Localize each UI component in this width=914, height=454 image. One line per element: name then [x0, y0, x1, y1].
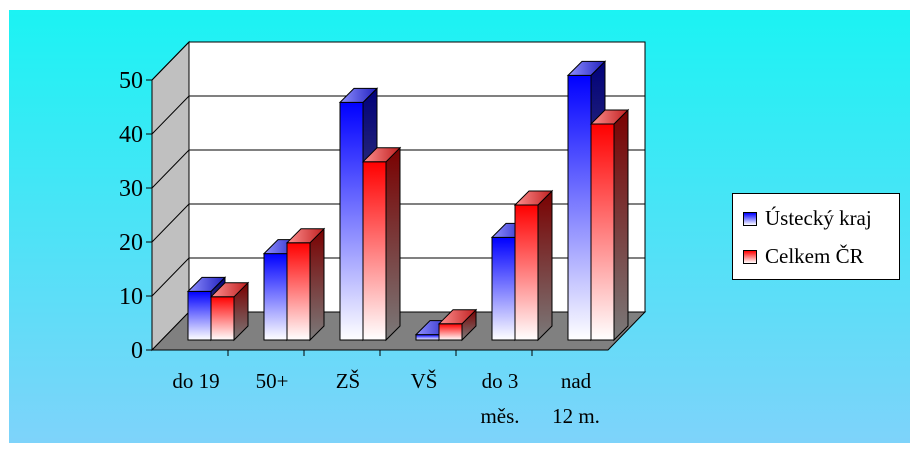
bar-top — [513, 190, 554, 206]
bar-front — [339, 101, 364, 341]
bars — [186, 60, 630, 342]
bar-front — [415, 334, 440, 341]
gridline — [151, 149, 645, 189]
legend-label-series-1: Ústecký kraj — [765, 206, 872, 230]
bar — [589, 108, 630, 342]
x-tick-label: do 19 — [172, 369, 219, 393]
y-tick-label: 20 — [119, 230, 143, 256]
y-tick-label: 10 — [119, 284, 143, 310]
bar-side — [613, 108, 629, 342]
x-tick-label: měs. — [480, 404, 519, 428]
bar-front — [491, 236, 516, 341]
y-tick-label: 40 — [119, 122, 143, 148]
gridline — [151, 95, 645, 135]
bar — [361, 146, 402, 342]
bar-front — [210, 296, 235, 341]
legend: Ústecký kraj Celkem ČR — [732, 193, 900, 280]
bar-side — [309, 227, 325, 342]
side-wall — [151, 40, 190, 352]
legend-item-series-2: Celkem ČR — [743, 244, 864, 269]
x-tick-label: 12 m. — [552, 404, 600, 428]
x-tick-label: VŠ — [411, 369, 438, 393]
bar-front — [263, 253, 288, 341]
bar-top — [285, 228, 326, 244]
bar-top — [186, 276, 227, 292]
x-tick-label: 50+ — [256, 369, 289, 393]
y-tick-label: 0 — [131, 338, 143, 364]
bar — [209, 281, 250, 342]
legend-swatch-series-2 — [743, 249, 757, 264]
legend-item-series-1: Ústecký kraj — [743, 206, 872, 231]
bar-top — [437, 309, 478, 325]
x-tick-label: do 3 — [482, 369, 519, 393]
bar-top — [338, 87, 379, 103]
bar-top — [361, 147, 402, 163]
bar-front — [362, 161, 387, 341]
legend-label-series-2: Celkem ČR — [765, 244, 864, 268]
bar — [437, 308, 478, 342]
y-tick-label: 30 — [119, 176, 143, 202]
bar — [513, 189, 554, 342]
gridline — [151, 41, 645, 81]
gridline — [151, 203, 645, 243]
bar-front — [590, 123, 615, 341]
bar-front — [286, 242, 311, 341]
bar-top — [566, 60, 607, 76]
x-tick-label: nad — [561, 369, 592, 393]
bar-top — [209, 282, 250, 298]
y-tick-label: 50 — [119, 68, 143, 94]
bar-side — [385, 146, 401, 342]
bar-top — [589, 109, 630, 125]
bar-front — [438, 323, 463, 341]
legend-swatch-series-1 — [743, 211, 757, 226]
axes — [146, 79, 608, 356]
bar-side — [537, 189, 553, 342]
bar-front — [187, 290, 212, 341]
x-tick-label: ZŠ — [336, 369, 361, 393]
bar-front — [514, 204, 539, 341]
axis-labels: 0 10 20 30 40 50 do 19 50+ ZŠ VŠ do 3 měs. nad 12 m. — [119, 68, 600, 428]
bar — [285, 227, 326, 342]
bar-front — [567, 74, 592, 341]
